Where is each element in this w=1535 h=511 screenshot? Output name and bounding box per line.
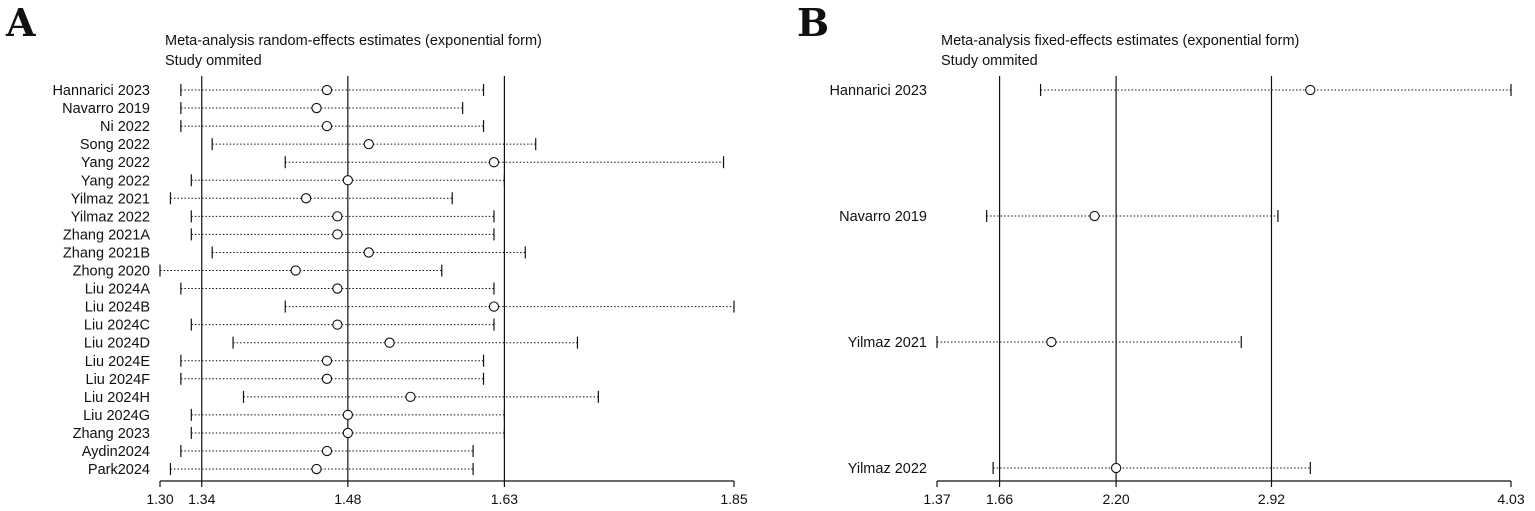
estimate-point [300, 193, 312, 204]
estimate-point [488, 157, 500, 168]
estimate-point [363, 247, 374, 258]
study-label: Liu 2024A [85, 282, 151, 298]
estimate-point [332, 283, 343, 294]
study-label: Liu 2024C [84, 318, 150, 334]
x-tick-label: 1.34 [188, 491, 215, 507]
study-label: Hannarici 2023 [829, 83, 927, 99]
panel-letter: B [797, 0, 829, 45]
study-label: Park2024 [88, 462, 150, 478]
estimate-point [321, 355, 333, 366]
x-tick-label: 2.92 [1258, 491, 1285, 507]
estimate-point [405, 391, 416, 402]
estimate-point [290, 265, 301, 276]
study-label: Yilmaz 2022 [71, 209, 150, 225]
study-label: Liu 2024D [84, 336, 150, 352]
x-tick-label: 2.20 [1102, 491, 1129, 507]
x-tick-label: 1.63 [491, 491, 518, 507]
estimate-point [321, 84, 333, 96]
estimate-point [342, 427, 354, 439]
study-label: Zhang 2021A [63, 227, 150, 243]
estimate-point [321, 445, 333, 457]
x-tick-label: 1.37 [923, 491, 950, 507]
x-tick-label: 4.03 [1497, 491, 1524, 507]
estimate-point [1046, 336, 1057, 348]
estimate-point [384, 337, 395, 348]
study-label: Yilmaz 2021 [71, 191, 150, 207]
study-label: Liu 2024H [84, 390, 150, 406]
study-label: Hannarici 2023 [52, 83, 150, 99]
study-label: Navarro 2019 [62, 101, 150, 117]
estimate-point [321, 373, 333, 384]
x-tick-label: 1.48 [334, 491, 361, 507]
study-label: Zhang 2023 [73, 426, 150, 442]
panel-letter: A [5, 0, 36, 45]
estimate-point [1110, 462, 1122, 474]
estimate-point [332, 319, 343, 330]
estimate-point [311, 463, 322, 475]
study-label: Ni 2022 [100, 119, 150, 135]
chart-subtitle: Study ommited [941, 53, 1038, 69]
study-label: Liu 2024B [85, 300, 150, 316]
chart-title: Meta-analysis fixed-effects estimates (e… [941, 33, 1299, 49]
study-label: Liu 2024F [86, 372, 151, 388]
x-tick-label: 1.66 [986, 491, 1013, 507]
study-label: Navarro 2019 [839, 209, 927, 225]
estimate-point [1305, 84, 1316, 96]
study-label: Liu 2024G [83, 408, 150, 424]
estimate-point [321, 120, 333, 132]
study-label: Liu 2024E [85, 354, 151, 370]
estimate-point [342, 409, 354, 421]
study-label: Zhang 2021B [63, 245, 150, 261]
x-tick-label: 1.85 [720, 491, 747, 507]
study-label: Yang 2022 [81, 173, 150, 189]
study-label: Zhong 2020 [73, 264, 150, 280]
estimate-point [1089, 210, 1100, 222]
chart-subtitle: Study ommited [165, 53, 262, 69]
study-label: Aydin2024 [82, 444, 150, 460]
study-label: Yilmaz 2021 [848, 335, 927, 351]
estimate-point [311, 102, 322, 114]
estimate-point [332, 229, 343, 240]
study-label: Song 2022 [80, 137, 150, 153]
panel-b-fixed-effects: B Meta-analysis fixed-effects estimates (… [797, 0, 1525, 507]
estimate-point [342, 175, 354, 186]
study-label: Yilmaz 2022 [848, 461, 927, 477]
chart-title: Meta-analysis random-effects estimates (… [165, 33, 542, 49]
panel-a-random-effects: A Meta-analysis random-effects estimates … [5, 0, 748, 507]
estimate-point [488, 301, 500, 312]
study-label: Yang 2022 [81, 155, 150, 171]
x-tick-label: 1.30 [146, 491, 173, 507]
estimate-point [332, 211, 343, 222]
estimate-point [363, 138, 374, 150]
